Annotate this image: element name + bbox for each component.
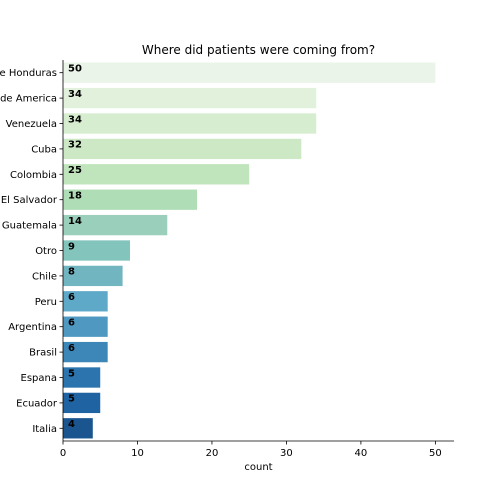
data-label: 4 [68,419,75,430]
y-tick-label: Argentina [8,322,57,333]
data-label: 6 [68,318,75,329]
y-tick-label: Cuba [31,144,57,155]
bar-8 [63,265,123,287]
data-label: 5 [68,394,75,405]
data-label: 5 [68,368,75,379]
x-tick-label: 0 [60,448,66,459]
y-tick-label: Chile [32,271,57,282]
x-tick-label: 50 [429,448,442,459]
y-tick-label: Venezuela [6,119,57,130]
data-label: 9 [68,241,75,252]
bar-6 [63,214,168,236]
data-labels: 50 34 34 32 25 18 14 9 8 6 6 6 5 5 4 [68,64,82,431]
x-tick-label: 10 [131,448,144,459]
data-label: 50 [68,64,82,75]
y-tick-labels: e Honduras de America Venezuela Cuba Colombi… [0,68,63,435]
bar-0 [63,62,436,83]
data-label: 34 [68,89,82,100]
bars-group [63,62,436,439]
y-tick-label: Italia [32,424,57,435]
bar-1 [63,87,317,109]
bar-12 [63,367,101,388]
y-tick-label: Colombia [10,170,57,181]
data-label: 25 [68,165,82,176]
x-tick-label: 40 [355,448,368,459]
x-axis: 0 10 20 30 40 50 [60,441,442,459]
data-label: 18 [68,191,82,202]
y-tick-label: Peru [35,297,57,308]
data-label: 14 [68,216,82,227]
data-label: 6 [68,292,75,303]
bar-13 [63,392,101,414]
y-tick-label: Ecuador [16,398,58,409]
y-tick-label: de America [0,94,57,105]
chart-title: Where did patients were coming from? [142,43,375,57]
bar-14 [63,418,93,439]
x-axis-title: count [244,462,272,473]
y-tick-label: Otro [35,246,57,257]
bar-10 [63,316,108,337]
bar-3 [63,138,302,160]
data-label: 34 [68,114,82,125]
data-label: 8 [68,267,75,278]
bar-5 [63,189,198,210]
bar-2 [63,113,317,134]
y-tick-label: Brasil [29,348,57,359]
y-tick-label: Espana [21,373,57,384]
bar-11 [63,341,108,363]
bar-4 [63,164,250,185]
data-label: 6 [68,343,75,354]
y-tick-label: Guatemala [2,221,57,232]
bar-9 [63,291,108,312]
data-label: 32 [68,140,82,151]
y-tick-label: El Salvador [1,195,58,206]
x-tick-label: 30 [280,448,293,459]
bar-7 [63,240,131,261]
y-tick-label: e Honduras [0,68,57,79]
x-tick-label: 20 [206,448,219,459]
